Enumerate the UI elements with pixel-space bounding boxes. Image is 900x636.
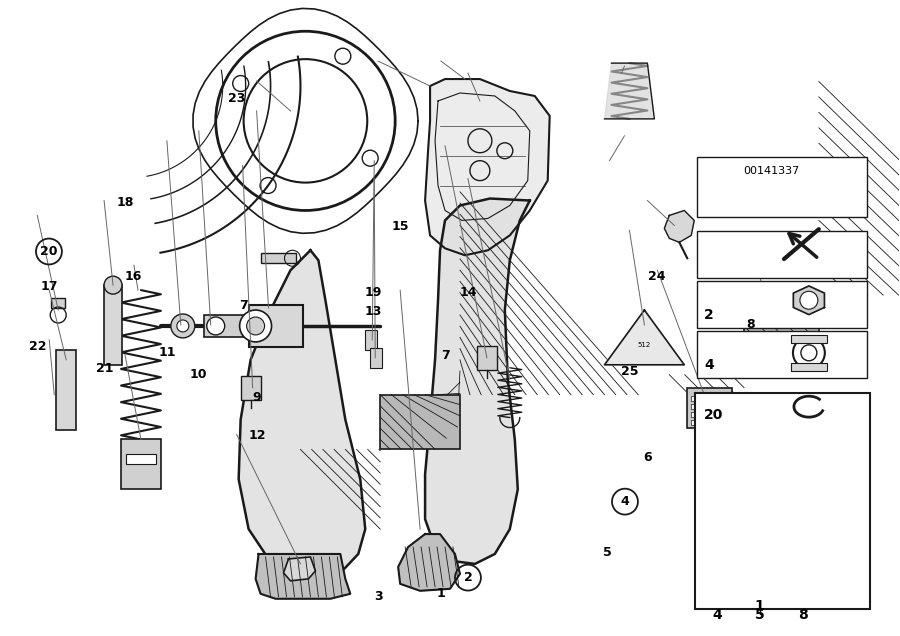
Polygon shape xyxy=(605,310,684,365)
Polygon shape xyxy=(605,63,654,119)
Bar xyxy=(56,350,76,429)
Text: 15: 15 xyxy=(392,219,410,233)
Text: 2: 2 xyxy=(704,308,714,322)
Circle shape xyxy=(247,317,265,335)
Text: 12: 12 xyxy=(248,429,266,441)
Circle shape xyxy=(800,291,818,309)
Text: 16: 16 xyxy=(124,270,142,284)
Bar xyxy=(691,411,699,417)
Polygon shape xyxy=(238,251,365,579)
Text: 23: 23 xyxy=(228,92,245,105)
Bar xyxy=(126,454,156,464)
Circle shape xyxy=(207,317,225,335)
Bar xyxy=(691,420,699,425)
Bar xyxy=(744,295,819,375)
Text: 18: 18 xyxy=(116,197,134,209)
Text: 512: 512 xyxy=(638,342,651,348)
Bar xyxy=(697,231,868,278)
Polygon shape xyxy=(398,534,460,591)
Text: 00141337: 00141337 xyxy=(743,166,799,176)
Bar xyxy=(695,392,870,609)
Text: 21: 21 xyxy=(95,362,113,375)
Text: 11: 11 xyxy=(158,347,176,359)
Text: 20: 20 xyxy=(704,408,724,422)
Bar xyxy=(697,280,868,328)
Text: 1: 1 xyxy=(755,599,764,613)
Text: 19: 19 xyxy=(365,286,382,299)
Text: 20: 20 xyxy=(40,245,58,258)
Bar xyxy=(261,253,296,263)
Text: 5: 5 xyxy=(603,546,611,559)
Bar xyxy=(697,156,868,217)
Text: 4: 4 xyxy=(621,495,629,508)
Text: 4: 4 xyxy=(704,358,714,372)
Text: 7: 7 xyxy=(441,350,450,363)
Text: 17: 17 xyxy=(40,280,58,293)
Circle shape xyxy=(176,320,189,332)
Text: 5: 5 xyxy=(755,608,764,622)
Bar xyxy=(688,388,732,427)
Text: 22: 22 xyxy=(29,340,46,353)
Bar xyxy=(691,396,699,401)
Bar xyxy=(370,348,382,368)
Text: 8: 8 xyxy=(797,608,807,622)
Bar xyxy=(248,305,303,347)
Polygon shape xyxy=(664,211,694,242)
Text: 3: 3 xyxy=(374,590,382,603)
Bar xyxy=(791,363,827,371)
Polygon shape xyxy=(425,79,550,255)
Text: 24: 24 xyxy=(648,270,665,284)
Polygon shape xyxy=(425,198,530,564)
Text: 13: 13 xyxy=(365,305,382,318)
Bar xyxy=(240,376,261,399)
Bar xyxy=(791,335,827,343)
Bar xyxy=(477,346,497,370)
Text: 4: 4 xyxy=(713,608,722,622)
Text: 2: 2 xyxy=(464,571,472,584)
Bar xyxy=(203,315,244,337)
Polygon shape xyxy=(256,554,350,598)
Circle shape xyxy=(239,310,272,342)
Circle shape xyxy=(104,276,122,294)
Bar xyxy=(380,395,460,450)
Bar xyxy=(121,439,161,489)
Bar xyxy=(365,330,377,350)
Text: 25: 25 xyxy=(621,365,638,378)
Text: 1: 1 xyxy=(436,587,446,600)
Text: 10: 10 xyxy=(190,368,208,382)
Bar xyxy=(51,298,65,308)
Text: 9: 9 xyxy=(253,391,261,404)
Bar xyxy=(691,404,699,408)
Polygon shape xyxy=(284,557,315,581)
Text: 8: 8 xyxy=(746,318,755,331)
Text: 7: 7 xyxy=(239,299,248,312)
Circle shape xyxy=(171,314,194,338)
Text: 14: 14 xyxy=(459,286,477,299)
Polygon shape xyxy=(793,286,824,315)
Bar xyxy=(697,331,868,378)
Text: 6: 6 xyxy=(644,451,652,464)
Bar xyxy=(104,285,122,365)
